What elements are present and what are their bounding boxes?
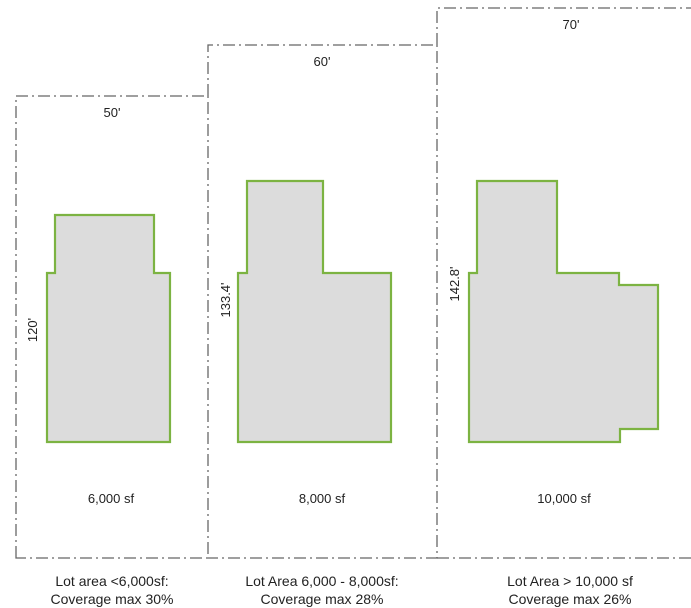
lot-2-caption-area: Lot Area 6,000 - 8,000sf: [245, 573, 399, 589]
lot-1-caption: Lot area <6,000sf: Coverage max 30% [0, 572, 227, 608]
lot-2-caption-coverage: Coverage max 28% [260, 591, 384, 607]
lot-3-width-label: 70' [563, 17, 580, 32]
lot-1-area-label: 6,000 sf [88, 491, 135, 506]
lot-1-building-footprint [45, 213, 172, 444]
lot-2-area-label: 8,000 sf [299, 491, 346, 506]
lot-3-caption: Lot Area > 10,000 sf Coverage max 26% [455, 572, 685, 608]
lot-3-boundary [436, 7, 691, 559]
lot-3-building-footprint [467, 179, 660, 444]
lot-2-building-footprint [236, 179, 393, 444]
lot-2-depth-label: 133.4' [218, 282, 233, 317]
lot-3-depth-label: 142.8' [447, 266, 462, 301]
lot-1-caption-coverage: Coverage max 30% [50, 591, 174, 607]
lot-3-caption-area: Lot Area > 10,000 sf [507, 573, 633, 589]
lot-1-caption-area: Lot area <6,000sf: [55, 573, 169, 589]
lot-3-caption-coverage: Coverage max 26% [508, 591, 632, 607]
lot-2-caption: Lot Area 6,000 - 8,000sf: Coverage max 2… [207, 572, 437, 608]
lot-1-depth-label: 120' [25, 318, 40, 342]
lot-2-width-label: 60' [314, 54, 331, 69]
lot-1-width-label: 50' [104, 105, 121, 120]
lot-3-area-label: 10,000 sf [537, 491, 591, 506]
